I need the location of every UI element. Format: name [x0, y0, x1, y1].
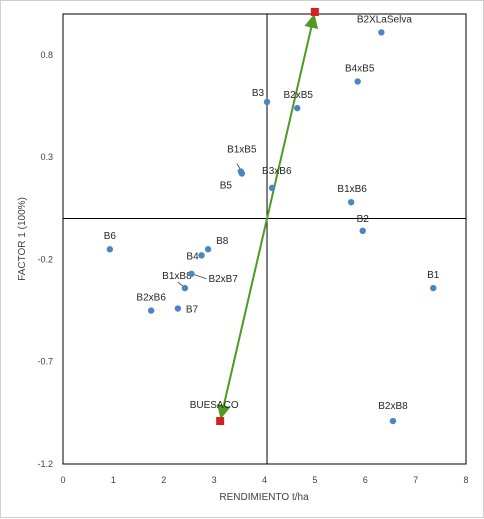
environment-marker [310, 7, 319, 16]
genotype-label: B1xB5 [227, 145, 257, 156]
genotype-label: B2XLaSelva [357, 14, 412, 25]
genotype-point [359, 227, 366, 235]
x-tick-label: 7 [413, 475, 418, 485]
genotype-label: B1xB8 [162, 271, 192, 282]
genotype-label: B2 [357, 214, 370, 225]
x-tick-label: 3 [212, 475, 217, 485]
genotype-label: B3xB6 [262, 166, 292, 177]
genotype-label: B2xB6 [136, 293, 166, 304]
genotype-point [237, 168, 245, 175]
environment-marker [216, 417, 225, 426]
y-axis-title: FACTOR 1 (100%) [17, 197, 28, 281]
y-tick-label: 0.8 [40, 50, 53, 60]
label-leader-line [236, 163, 241, 169]
y-tick-label: -0.2 [37, 254, 53, 264]
genotype-point [147, 307, 155, 314]
environment-vectors [216, 13, 319, 420]
genotype-point [347, 198, 355, 206]
genotype-label: B7 [186, 305, 199, 316]
genotype-label: B1 [427, 270, 440, 281]
y-tick-label: -0.7 [37, 357, 53, 367]
genotype-label: B3 [252, 88, 265, 99]
label-leader-line [177, 281, 184, 287]
genotype-points: B1 B2 B3 B4 B5 B6 B7 B8 B1xB5 B1xB6 B1xB8 B2xB5 B2xB… [104, 14, 440, 425]
genotype-point [188, 270, 195, 277]
x-tick-label: 0 [60, 475, 65, 485]
y-tick-label: -1.2 [37, 459, 53, 469]
label-leader-line [194, 274, 207, 280]
x-axis-title: RENDIMIENTO t/ha [219, 492, 309, 503]
genotype-point [430, 284, 437, 292]
genotype-point [268, 184, 276, 192]
genotype-label: B6 [104, 231, 117, 242]
genotype-point [354, 78, 361, 85]
genotype-point [378, 29, 385, 36]
environment-label: BUESACO [190, 400, 239, 411]
plot-area-border [62, 13, 467, 465]
x-tick-label: 4 [262, 475, 267, 485]
x-tick-label: 8 [463, 475, 468, 485]
x-tick-label: 6 [363, 475, 368, 485]
genotype-point [181, 284, 189, 292]
genotype-label: B2xB8 [378, 401, 408, 412]
genotype-point [294, 104, 301, 112]
genotype-label: B4 [186, 251, 199, 262]
genotype-label: B5 [220, 181, 233, 192]
genotype-point [174, 305, 182, 312]
y-tick-labels: 0.8 0.3 -0.2 -0.7 -1.2 [37, 50, 53, 469]
environment-vector [216, 218, 268, 420]
genotype-label: B2xB7 [208, 274, 238, 285]
y-tick-label: 0.3 [40, 152, 53, 162]
genotype-label: B2xB5 [284, 90, 314, 101]
genotype-point [106, 246, 114, 253]
x-tick-label: 2 [161, 475, 166, 485]
x-tick-label: 5 [312, 475, 317, 485]
genotype-point [204, 246, 212, 253]
x-tick-label: 1 [111, 475, 116, 485]
environment-vector [266, 13, 319, 219]
reference-lines [63, 14, 466, 464]
genotype-point [198, 252, 205, 259]
x-tick-labels: 0 1 2 3 4 5 6 7 8 [60, 475, 468, 485]
environment-label: LAFLORIDA [281, 1, 337, 2]
genotype-label: B4xB5 [345, 64, 375, 75]
genotype-label: B1xB6 [337, 184, 367, 195]
genotype-point [389, 417, 397, 425]
genotype-label: B8 [216, 236, 229, 247]
environment-markers: LAFLORIDA BUESACO [190, 1, 337, 426]
genotype-point [263, 98, 271, 106]
